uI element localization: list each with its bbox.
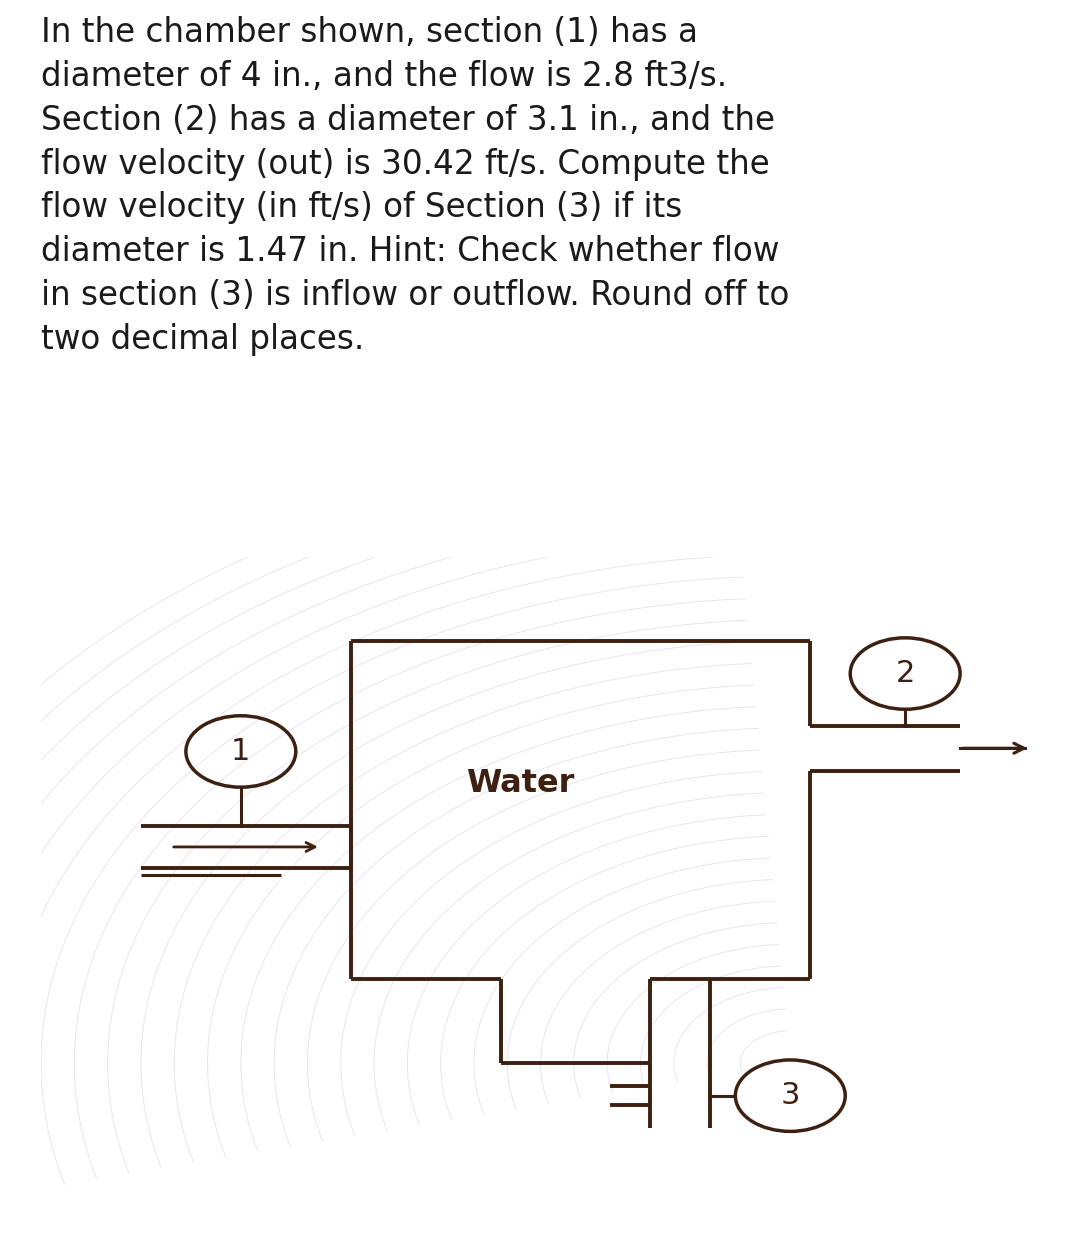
Text: Water: Water — [467, 768, 575, 799]
Text: 2: 2 — [895, 659, 915, 688]
Text: 3: 3 — [781, 1081, 800, 1110]
Text: In the chamber shown, section (1) has a
diameter of 4 in., and the flow is 2.8 f: In the chamber shown, section (1) has a … — [41, 16, 789, 356]
Text: 1: 1 — [231, 737, 251, 766]
